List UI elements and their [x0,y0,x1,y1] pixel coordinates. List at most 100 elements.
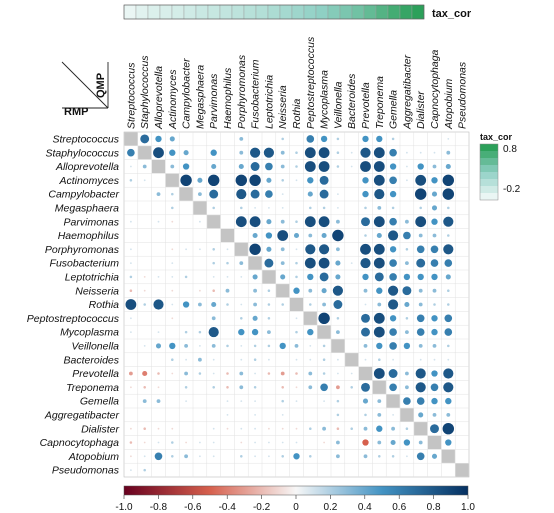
correlation-dot [389,163,397,170]
top-color-bar-label: tax_cor [432,8,472,20]
column-label: Pseudomonas [457,61,469,129]
correlation-dot [430,383,439,392]
correlation-dot [319,244,330,255]
correlation-dot [254,455,256,458]
correlation-dot [252,274,258,280]
column-label: Haemophilus [222,67,234,129]
diagonal-cell [234,242,248,256]
correlation-dot [308,371,313,376]
top-bar-cell [375,4,389,20]
correlation-dot [250,147,261,158]
correlation-dot [419,206,422,210]
correlation-dot [155,135,162,143]
correlation-dot [171,441,174,444]
correlation-dot [143,441,146,444]
correlation-dot [318,216,330,228]
correlation-dot [170,164,175,169]
correlation-dot [143,303,146,306]
correlation-dot [304,161,316,172]
correlation-dot [293,287,300,294]
correlation-dot [295,261,298,265]
correlation-dot [362,177,369,184]
correlation-dot [171,358,174,361]
correlation-dot [389,259,397,267]
diagonal-cell [289,297,304,312]
correlation-dot [432,233,437,238]
correlation-dot [281,441,284,444]
correlation-dot [389,217,397,226]
correlation-dot [373,174,385,186]
correlation-dot [281,137,284,141]
diagonal-cell [179,187,193,201]
correlation-dot [363,288,368,293]
correlation-dot [415,216,427,228]
column-label: Gemella [388,90,400,129]
correlation-dot [171,289,174,292]
correlation-dot [155,343,162,349]
correlation-dot [444,259,453,267]
correlation-dot [295,151,298,154]
top-bar-cell [255,4,269,20]
correlation-dot [157,220,160,223]
correlation-dot [335,219,340,224]
top-bar-cell [279,4,293,20]
correlation-dot [364,358,367,361]
row-label: Actinomyces [58,175,119,187]
correlation-dot [268,207,270,209]
correlation-dot [335,385,340,390]
correlation-dot [130,331,132,333]
correlation-dot [320,135,328,143]
top-bar-cell [231,4,245,20]
correlation-dot [335,260,341,266]
correlation-dot [143,345,146,347]
column-label: Treponema [374,76,386,129]
correlation-dot [253,302,258,307]
correlation-dot [240,276,243,278]
correlation-dot [254,372,256,375]
correlation-dot [199,248,201,251]
correlation-dot [182,301,190,308]
correlation-dot [263,147,274,158]
correlation-dot [239,150,244,155]
column-label: Aggregatibacter [401,54,413,130]
correlation-dot [143,179,146,182]
correlation-dot [376,232,382,239]
correlation-dot [337,358,339,361]
correlation-dot [415,382,426,393]
correlation-dot [335,330,340,335]
correlation-dot [360,147,371,158]
row-label: Neisseria [75,285,119,297]
row-label: Leptotrichia [65,272,119,284]
correlation-dot [405,248,409,251]
correlation-dot [157,427,160,430]
correlation-dot [443,382,454,393]
correlation-dot [268,427,270,430]
correlation-dot [226,344,229,348]
correlation-dot [443,368,454,379]
diagonal-cell [151,159,166,174]
correlation-dot [403,342,411,350]
correlation-dot [169,136,175,142]
correlation-dot [373,312,385,324]
correlation-dot [295,427,298,430]
correlation-dot [239,261,244,266]
row-label: Streptococcus [52,134,119,146]
correlation-dot [235,216,247,228]
correlation-dot [389,148,397,157]
correlation-dot [308,288,313,293]
row-label: Capnocytophaga [40,437,120,449]
side-legend-cell [480,165,498,172]
correlation-dot [308,233,313,238]
correlation-dot [389,315,397,322]
correlation-dot [156,399,161,404]
correlation-dot [361,382,370,392]
correlation-dot [210,149,217,156]
top-bar-cell [303,4,317,20]
correlation-dot [254,414,256,416]
diagonal-cell [441,449,455,463]
correlation-dot [362,398,369,404]
top-bar-cell [135,4,149,20]
top-bar-cell [339,4,353,20]
correlation-dot [362,439,369,446]
correlation-dot [212,372,215,375]
